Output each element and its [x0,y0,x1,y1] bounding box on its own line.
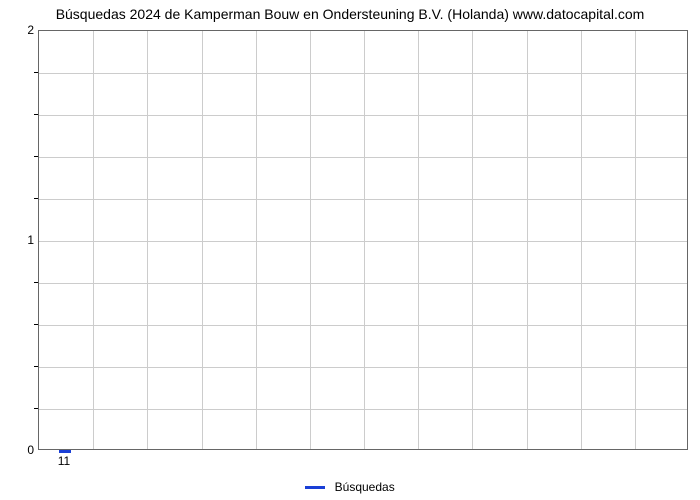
chart-title: Búsquedas 2024 de Kamperman Bouw en Onde… [0,6,700,22]
grid-line-vertical [256,31,257,449]
legend-swatch [305,486,325,489]
y-axis-tick-label: 0 [10,443,34,457]
y-axis-minor-tick [34,408,38,409]
legend-label: Búsquedas [335,480,395,494]
grid-line-horizontal [39,115,687,116]
y-axis-minor-tick [34,72,38,73]
grid-line-vertical [364,31,365,449]
y-axis-minor-tick [34,282,38,283]
y-axis-minor-tick [34,114,38,115]
grid-line-vertical [93,31,94,449]
grid-line-vertical [581,31,582,449]
grid-line-vertical [147,31,148,449]
grid-line-vertical [418,31,419,449]
y-axis-minor-tick [34,198,38,199]
x-axis-tick-label: 11 [58,454,70,468]
grid-line-vertical [310,31,311,449]
y-axis-tick-label: 2 [10,23,34,37]
grid-line-vertical [527,31,528,449]
grid-line-horizontal [39,157,687,158]
grid-line-horizontal [39,367,687,368]
chart-legend: Búsquedas [0,479,700,494]
chart-container: Búsquedas 2024 de Kamperman Bouw en Onde… [0,0,700,500]
plot-area [38,30,688,450]
y-axis-tick-label: 1 [10,233,34,247]
grid-line-vertical [472,31,473,449]
grid-line-horizontal [39,199,687,200]
y-axis-minor-tick [34,156,38,157]
y-axis-minor-tick [34,366,38,367]
grid-line-horizontal [39,241,687,242]
grid-line-horizontal [39,73,687,74]
y-axis-minor-tick [34,324,38,325]
grid-line-vertical [635,31,636,449]
series-line [59,450,71,453]
grid-line-horizontal [39,283,687,284]
grid-line-horizontal [39,325,687,326]
grid-line-horizontal [39,409,687,410]
grid-line-vertical [202,31,203,449]
